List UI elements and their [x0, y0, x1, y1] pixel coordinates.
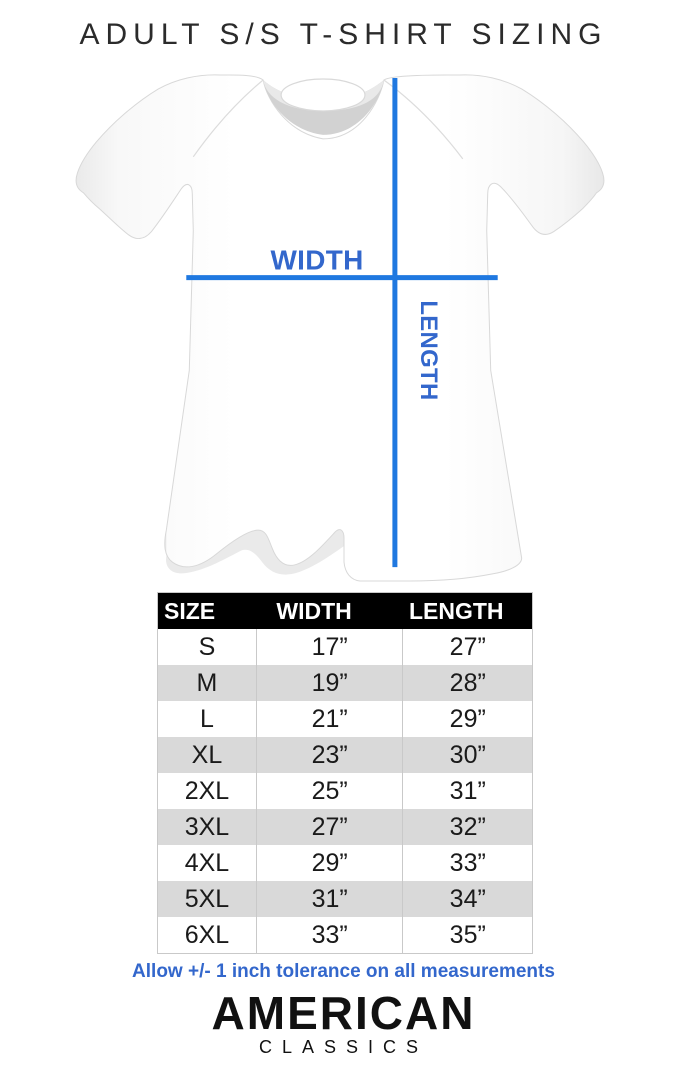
svg-text:WIDTH: WIDTH: [271, 245, 364, 276]
svg-text:LENGTH: LENGTH: [415, 300, 442, 400]
